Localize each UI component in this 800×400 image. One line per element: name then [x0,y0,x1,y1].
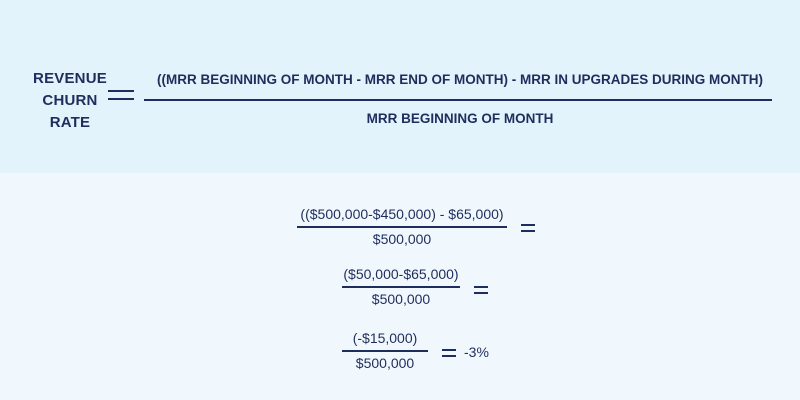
term-line-rate: RATE [49,114,91,131]
term-line-revenue: REVENUE [33,70,107,87]
example-step-2: ($50,000-$65,000) $500,000 [342,266,460,307]
step-2-numerator: ($50,000-$65,000) [343,266,459,282]
step-3-equals-sign [442,348,456,358]
step-1-denominator: $500,000 [372,230,432,247]
formula-numerator: ((MRR BEGINNING OF MONTH - MRR END OF MO… [157,72,763,87]
step-1-numerator: (($500,000-$450,000) - $65,000) [300,206,504,222]
step-2-fraction-bar [342,286,460,288]
step-2-equals-sign [474,285,488,295]
term-line-churn: CHURN [42,92,98,109]
example-step-1: (($500,000-$450,000) - $65,000) $500,000 [297,206,507,247]
step-2-denominator: $500,000 [371,290,431,307]
example-step-3: (-$15,000) $500,000 [342,330,428,371]
step-3-denominator: $500,000 [355,354,415,371]
formula-fraction-bar [144,99,772,101]
result-value: -3% [464,344,489,360]
equals-sign [108,88,134,102]
step-1-equals-sign [521,223,535,233]
step-3-numerator: (-$15,000) [352,330,418,346]
step-3-fraction-bar [342,350,428,352]
step-1-fraction-bar [297,226,507,228]
formula-denominator: MRR BEGINNING OF MONTH [366,111,554,126]
formula-term: REVENUE CHURN RATE [22,68,118,134]
definition-panel [0,0,800,173]
